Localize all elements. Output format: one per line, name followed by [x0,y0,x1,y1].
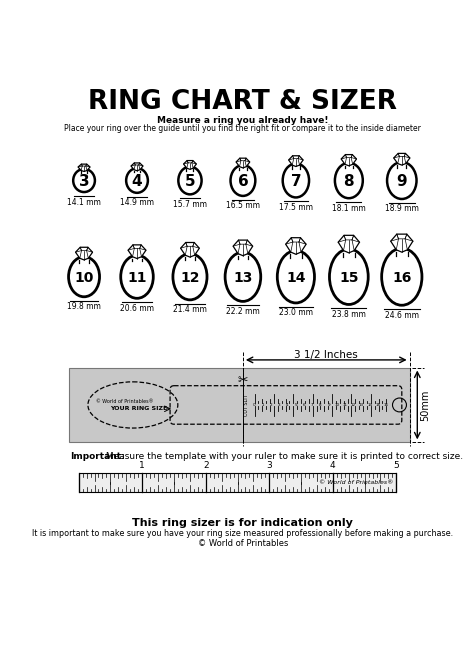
Text: 0: 0 [253,403,256,407]
Text: 5: 5 [294,403,297,407]
Text: 3: 3 [79,174,90,189]
Text: 10: 10 [74,271,94,285]
Text: 14.1 mm: 14.1 mm [67,198,101,206]
FancyBboxPatch shape [170,386,402,424]
Text: 3: 3 [266,461,272,470]
Text: YOUR RING SIZE: YOUR RING SIZE [110,406,168,411]
Text: 22.2 mm: 22.2 mm [226,307,260,316]
Text: 23.8 mm: 23.8 mm [332,310,366,319]
Text: Measure the template with your ruler to make sure it is printed to correct size.: Measure the template with your ruler to … [103,452,463,461]
Text: 3 1/2 Inches: 3 1/2 Inches [294,350,358,360]
Bar [79,473,396,492]
Text: 16.5 mm: 16.5 mm [226,202,260,210]
Text: 15.7 mm: 15.7 mm [173,200,207,209]
Text: 24.6 mm: 24.6 mm [385,311,419,320]
Text: 18.1 mm: 18.1 mm [332,204,366,212]
Polygon shape [286,238,306,255]
Text: 14.9 mm: 14.9 mm [120,198,154,207]
Text: 20.6 mm: 20.6 mm [120,304,154,313]
Text: 2: 2 [203,461,209,470]
Text: 8: 8 [319,403,322,407]
Text: 17.5 mm: 17.5 mm [279,203,313,212]
Text: 23.0 mm: 23.0 mm [279,308,313,318]
Text: It is important to make sure you have your ring size measured professionally bef: It is important to make sure you have yo… [32,529,454,539]
Text: 5: 5 [393,461,399,470]
Text: Measure a ring you already have!: Measure a ring you already have! [157,116,328,125]
Text: 10: 10 [334,403,339,407]
Polygon shape [131,163,143,171]
Text: 18.9 mm: 18.9 mm [385,204,419,214]
Text: © World of Printables®: © World of Printables® [319,480,393,485]
Polygon shape [183,161,196,170]
Text: 4: 4 [286,403,289,407]
Text: © World of Printables: © World of Printables [198,539,288,547]
Polygon shape [391,234,413,252]
Text: 9: 9 [328,403,330,407]
Polygon shape [233,240,253,256]
Text: 11: 11 [127,271,147,285]
Text: 16: 16 [384,403,389,407]
Text: CUT SLIT: CUT SLIT [244,394,248,416]
Polygon shape [78,164,90,172]
Polygon shape [181,243,200,257]
Bar [69,368,410,442]
Text: 5: 5 [185,174,195,189]
Text: This ring sizer is for indication only: This ring sizer is for indication only [133,518,353,528]
Text: 14: 14 [367,403,373,407]
Polygon shape [338,235,359,253]
Text: 2: 2 [270,403,273,407]
Text: 13: 13 [359,403,364,407]
Text: 13: 13 [233,271,253,285]
Text: 6: 6 [237,174,248,189]
Text: 4: 4 [132,174,142,189]
Text: 1: 1 [139,461,145,470]
Polygon shape [128,245,146,259]
Text: 9: 9 [396,174,407,189]
Text: © World of Printables®: © World of Printables® [96,399,154,403]
Polygon shape [394,153,410,165]
Text: 12: 12 [351,403,356,407]
Text: ✂: ✂ [237,375,248,387]
Text: RING CHART & SIZER: RING CHART & SIZER [89,89,397,115]
Text: 4: 4 [330,461,336,470]
Polygon shape [289,156,303,167]
Text: 14: 14 [286,271,306,285]
Text: 1: 1 [262,403,264,407]
Text: 19.8 mm: 19.8 mm [67,302,101,312]
Polygon shape [75,247,92,260]
Text: 15: 15 [375,403,381,407]
Polygon shape [236,158,250,168]
Text: 50mm: 50mm [420,389,430,421]
Text: 7: 7 [311,403,313,407]
Text: 21.4 mm: 21.4 mm [173,306,207,314]
Text: Place your ring over the guide until you find the right fit or compare it to the: Place your ring over the guide until you… [64,125,421,133]
Text: 12: 12 [180,271,200,285]
Text: 16: 16 [392,271,411,285]
Text: 6: 6 [302,403,305,407]
Text: 11: 11 [343,403,347,407]
Polygon shape [341,155,356,165]
Text: 15: 15 [339,271,359,285]
Text: 3: 3 [278,403,281,407]
Text: 7: 7 [291,174,301,189]
Text: 8: 8 [344,174,354,189]
Text: Important:: Important: [70,452,125,461]
